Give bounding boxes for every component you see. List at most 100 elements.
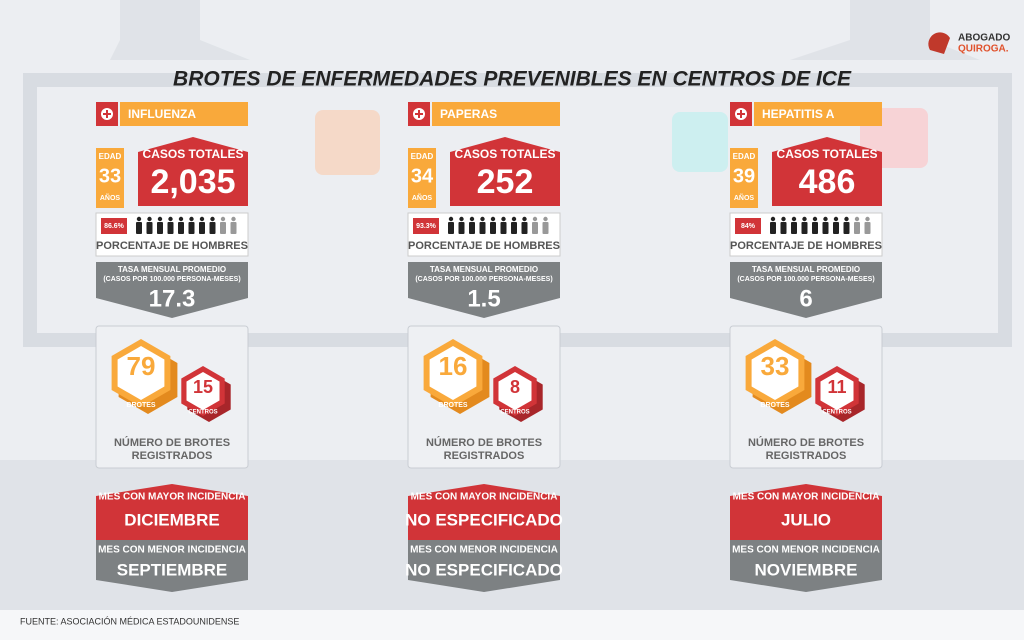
person-icon-head [490, 216, 496, 222]
disease-bar [432, 102, 560, 126]
male-badge [413, 218, 439, 234]
person-icon-head [854, 216, 860, 222]
person-icon-body [167, 222, 174, 234]
male-label: PORCENTAJE DE HOMBRES [408, 240, 560, 252]
max-month-value: DICIEMBRE [124, 510, 219, 529]
max-month-label: MES CON MAYOR INCIDENCIA [733, 492, 880, 503]
min-month-box [96, 540, 248, 592]
person-icon-head [802, 216, 807, 222]
person-icon-body [209, 222, 216, 234]
background-lamp [110, 0, 250, 60]
centers-value: 15 [193, 377, 213, 397]
cases-label: CASOS TOTALES [143, 147, 244, 161]
person-icon-head [833, 216, 839, 222]
person-icon-head [770, 216, 776, 222]
max-month-label: MES CON MAYOR INCIDENCIA [411, 492, 558, 503]
rate-title: TASA MENSUAL PROMEDIO [118, 265, 226, 274]
person-icon-body [220, 222, 226, 234]
disease-icon-plus [737, 110, 745, 118]
footer-band [0, 610, 1024, 640]
outbreaks-label: BROTES [438, 402, 468, 409]
cases-box [772, 137, 882, 206]
age-box [96, 148, 124, 208]
person-icon-head [844, 216, 849, 222]
outbreaks-caption: REGISTRADOS [766, 450, 847, 462]
max-month-box [730, 484, 882, 540]
person-icon-head [781, 216, 786, 222]
age-box [730, 148, 758, 208]
centers-label: CENTROS [822, 410, 851, 416]
source: FUENTE: ASOCIACIÓN MÉDICA ESTADOUNIDENSE [20, 616, 239, 626]
person-icon-head [178, 216, 184, 222]
cases-box [450, 137, 560, 206]
max-month-value: NO ESPECIFICADO [405, 510, 563, 529]
rate-unit: (CASOS POR 100.000 PERSONA-MESES) [737, 276, 874, 283]
rate-box [96, 262, 248, 318]
centers-value: 8 [510, 377, 520, 397]
min-month-label: MES CON MENOR INCIDENCIA [410, 545, 558, 556]
person-icon-head [469, 216, 475, 222]
person-icon-head [823, 216, 828, 222]
rate-title: TASA MENSUAL PROMEDIO [430, 265, 538, 274]
person-icon-body [479, 222, 486, 234]
person-icon-body [791, 222, 797, 234]
age-label: EDAD [733, 152, 756, 161]
cases-label: CASOS TOTALES [777, 147, 878, 161]
rate-value: 1.5 [467, 285, 500, 312]
outbreaks-label: BROTES [760, 402, 790, 409]
person-icon-body [511, 222, 517, 234]
person-icon-body [136, 222, 142, 234]
centers-value: 11 [827, 377, 846, 397]
person-icon-body [864, 222, 871, 234]
max-month-value: JULIO [781, 510, 831, 529]
person-icon-head [511, 216, 517, 222]
outbreaks-value: 16 [439, 351, 468, 381]
rate-value: 17.3 [149, 285, 196, 312]
person-icon-body [448, 222, 454, 234]
person-icon-body [490, 222, 496, 234]
rate-value: 6 [799, 285, 812, 312]
background-icon [315, 110, 380, 175]
logo-line2: QUIROGA. [958, 44, 1009, 55]
age-box [408, 148, 436, 208]
min-month-box [408, 540, 560, 592]
max-month-box [96, 484, 248, 540]
disease-bar [754, 102, 882, 126]
age-value: 34 [411, 165, 434, 187]
person-icon-head [199, 216, 205, 222]
male-percent: 86.6% [104, 223, 125, 230]
person-icon-body [188, 222, 195, 234]
min-month-label: MES CON MENOR INCIDENCIA [98, 545, 246, 556]
outbreaks-caption: NÚMERO DE BROTES [114, 436, 230, 449]
person-icon-head [543, 216, 548, 222]
centers-label: CENTROS [500, 410, 529, 416]
person-icon-head [147, 216, 152, 222]
disease-name: HEPATITIS A [762, 107, 835, 121]
male-label: PORCENTAJE DE HOMBRES [96, 240, 248, 252]
person-icon-body [469, 222, 475, 234]
centers-label: CENTROS [188, 410, 217, 416]
person-icon-head [189, 216, 194, 222]
person-icon-body [542, 222, 549, 234]
rate-box [730, 262, 882, 318]
person-icon-head [459, 216, 464, 222]
person-icon-body [833, 222, 839, 234]
outbreaks-hex-inner [117, 346, 165, 400]
person-icon-head [157, 216, 163, 222]
max-month-label: MES CON MAYOR INCIDENCIA [99, 492, 246, 503]
disease-icon-plus [103, 110, 111, 118]
person-icon-head [210, 216, 215, 222]
cases-value: 2,035 [150, 163, 235, 201]
cases-label: CASOS TOTALES [455, 147, 556, 161]
rate-box [408, 262, 560, 318]
person-icon-head [812, 216, 818, 222]
centers-hex-inner [820, 372, 854, 410]
centers-hex-inner [498, 372, 532, 410]
age-unit: AÑOS [100, 193, 121, 202]
age-label: EDAD [99, 152, 122, 161]
cases-box [138, 137, 248, 206]
min-month-value: NOVIEMBRE [755, 560, 858, 579]
rate-unit: (CASOS POR 100.000 PERSONA-MESES) [415, 276, 552, 283]
